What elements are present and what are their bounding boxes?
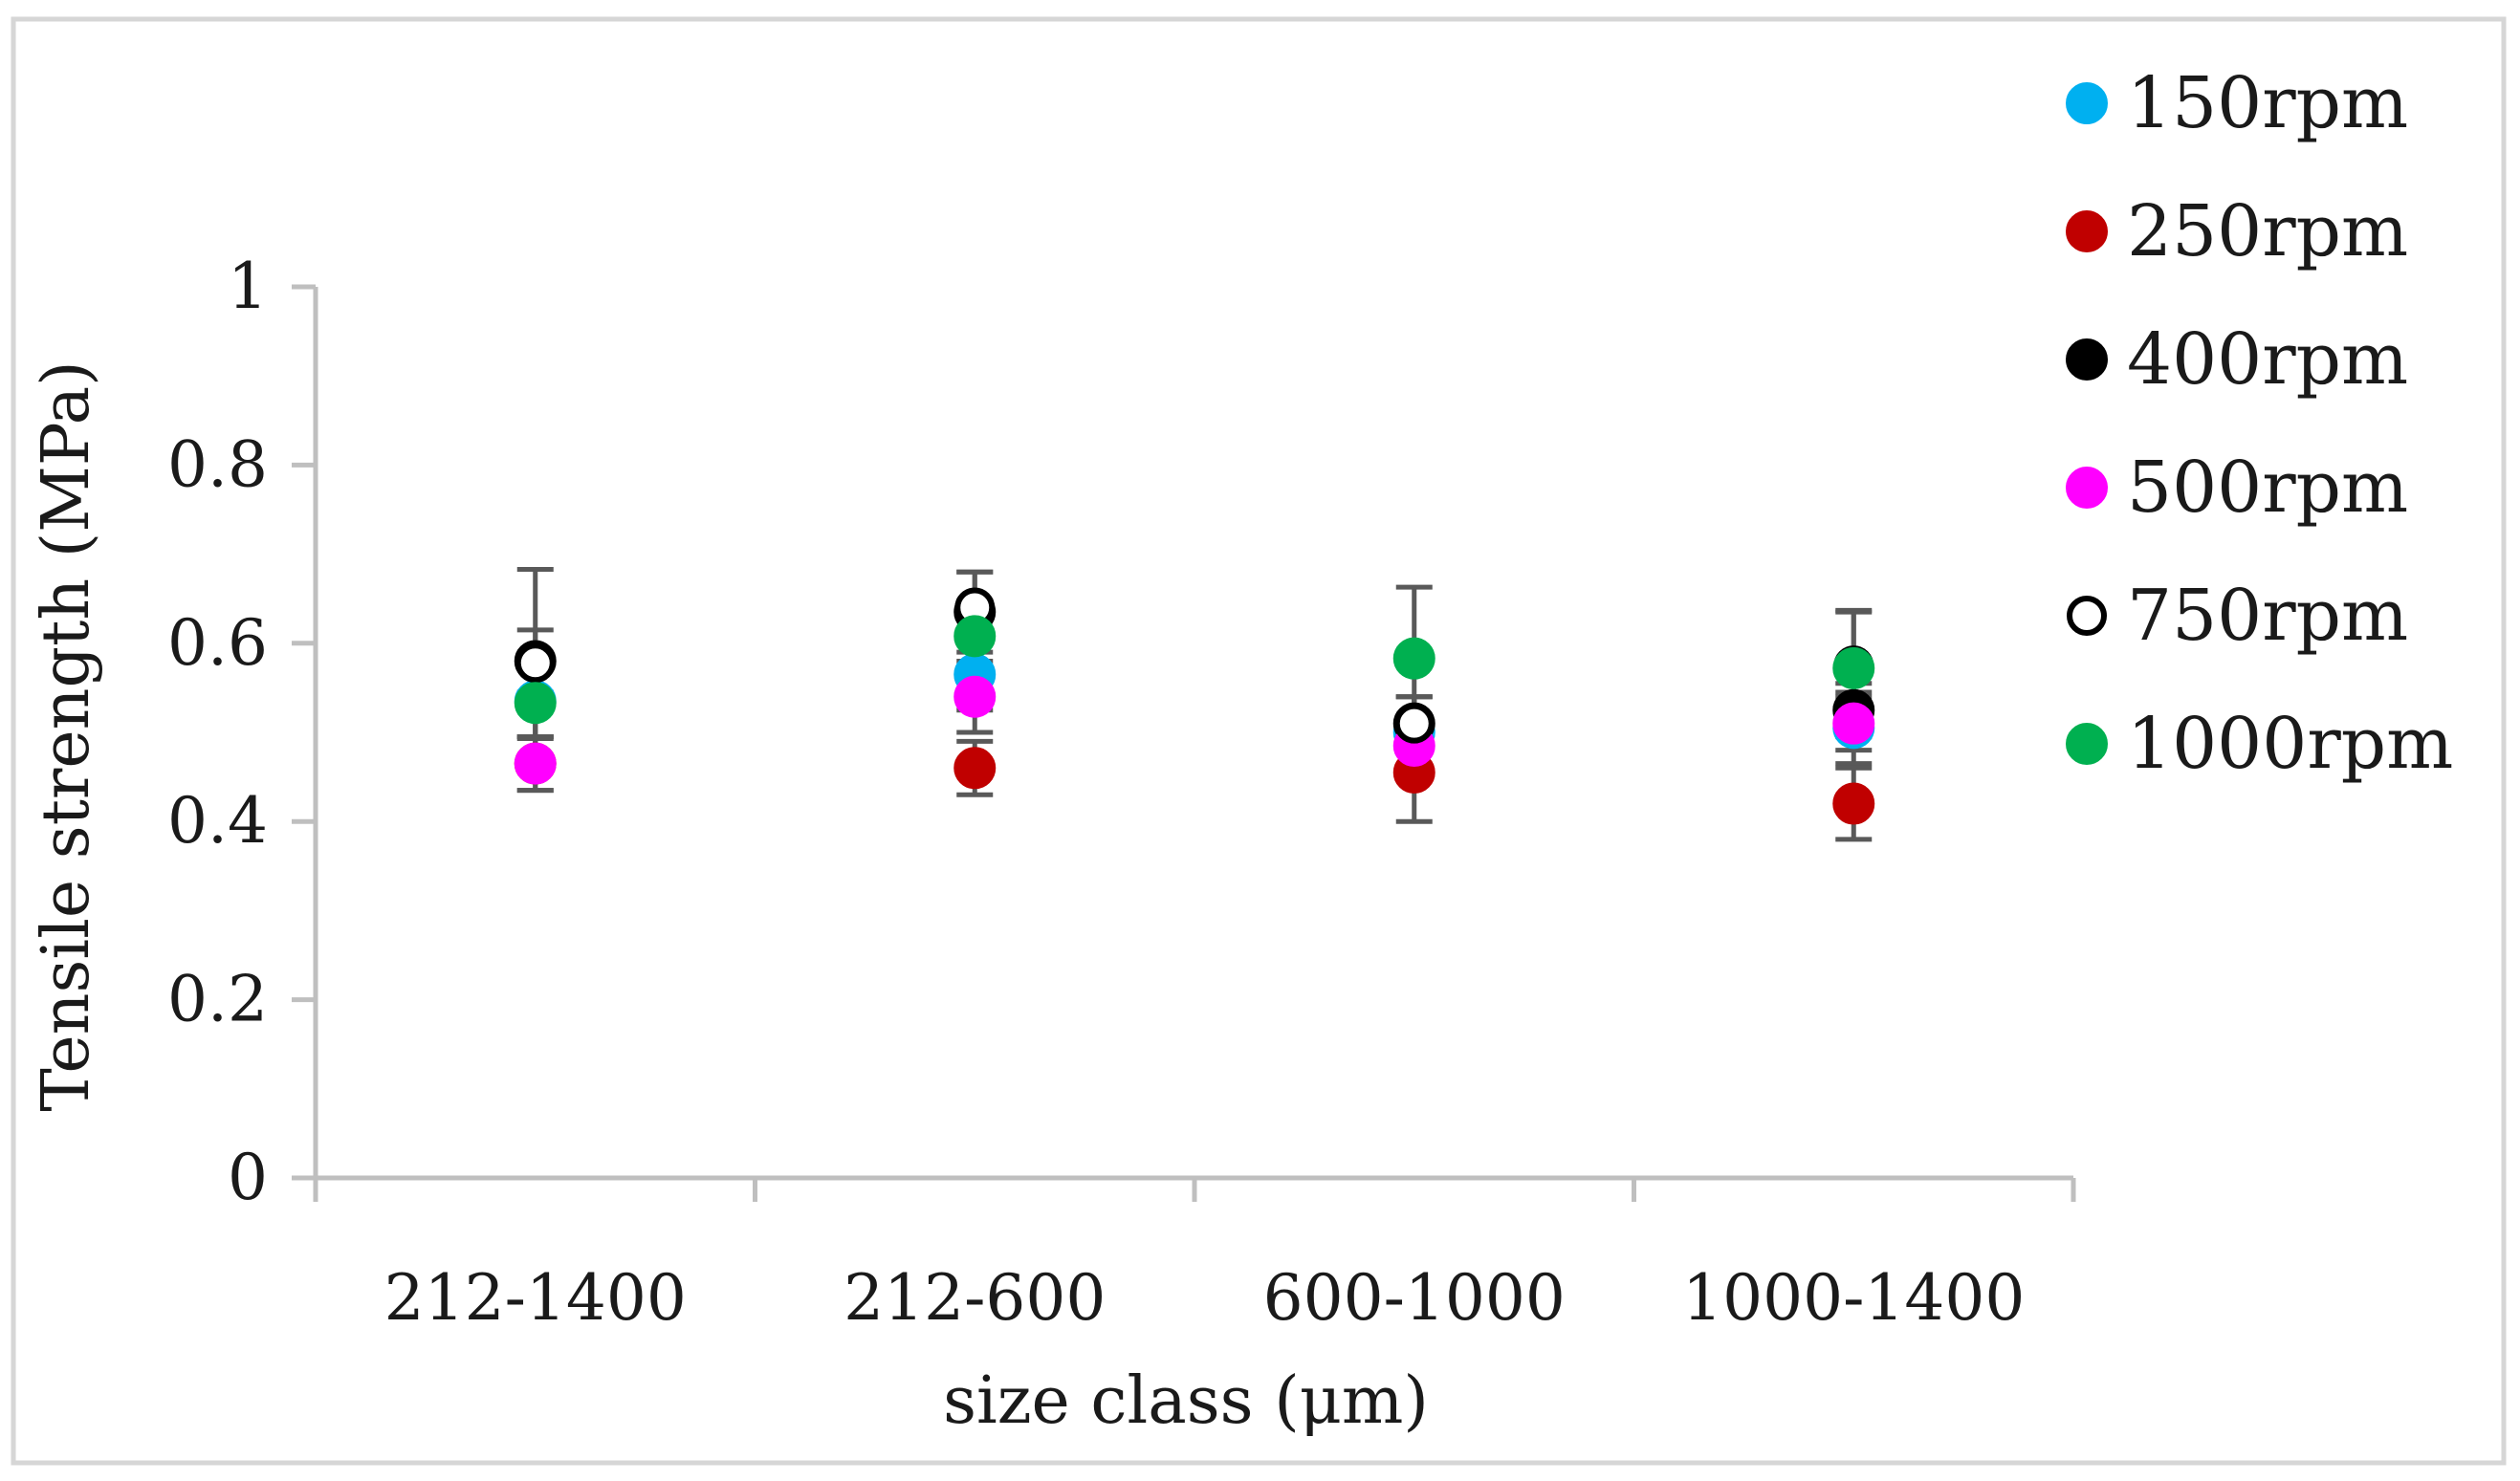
x-axis-title: size class (μm) (943, 1363, 1429, 1439)
data-point (515, 642, 556, 684)
legend-item: 750rpm (2067, 575, 2408, 657)
legend-label: 250rpm (2127, 190, 2408, 272)
y-tick-label: 0.6 (167, 606, 268, 680)
data-point (1393, 703, 1435, 744)
data-point (953, 615, 997, 658)
legend-marker (2066, 210, 2108, 252)
legend-marker (2066, 723, 2108, 765)
y-tick-label: 1 (228, 250, 268, 323)
y-tick-label: 0.8 (167, 427, 268, 501)
legend-label: 150rpm (2127, 62, 2408, 144)
data-point (1832, 702, 1875, 745)
data-point (1832, 646, 1875, 689)
y-tick-label: 0.2 (167, 963, 268, 1036)
legend-label: 400rpm (2127, 318, 2408, 401)
y-axis-title: Tensile strength (MPa) (29, 360, 104, 1111)
legend-item: 400rpm (2066, 318, 2408, 401)
legend-marker (2066, 82, 2108, 124)
data-point (514, 742, 557, 785)
legend-item: 150rpm (2066, 62, 2408, 144)
x-tick-label: 600-1000 (1263, 1261, 1566, 1335)
legend-marker (2066, 467, 2108, 509)
x-tick-label: 1000-1400 (1682, 1261, 2025, 1335)
legend-label: 1000rpm (2127, 703, 2453, 785)
legend-marker (2066, 338, 2108, 381)
data-point (1832, 782, 1875, 825)
legend-label: 500rpm (2127, 446, 2408, 529)
legend-item: 500rpm (2066, 446, 2408, 529)
y-tick-label: 0.4 (167, 784, 268, 858)
x-tick-label: 212-1400 (384, 1261, 687, 1335)
data-point (514, 682, 557, 725)
legend: 150rpm 250rpm 400rpm 500rpm 750rpm 1000rpm (2066, 62, 2453, 785)
series-1000rpm (514, 615, 1875, 725)
axes: 0 0.2 0.4 0.6 0.8 1 212-1400 212-600 600-1000 100… (167, 250, 2076, 1335)
legend-item: 1000rpm (2066, 703, 2453, 785)
legend-item: 250rpm (2066, 190, 2408, 272)
legend-label: 750rpm (2127, 575, 2408, 657)
data-markers (514, 587, 1875, 825)
data-point (1392, 637, 1435, 680)
data-point (953, 747, 997, 790)
x-tick-label: 212-600 (844, 1261, 1106, 1335)
data-point (953, 675, 997, 718)
legend-marker (2067, 596, 2107, 636)
y-tick-label: 0 (228, 1141, 268, 1214)
